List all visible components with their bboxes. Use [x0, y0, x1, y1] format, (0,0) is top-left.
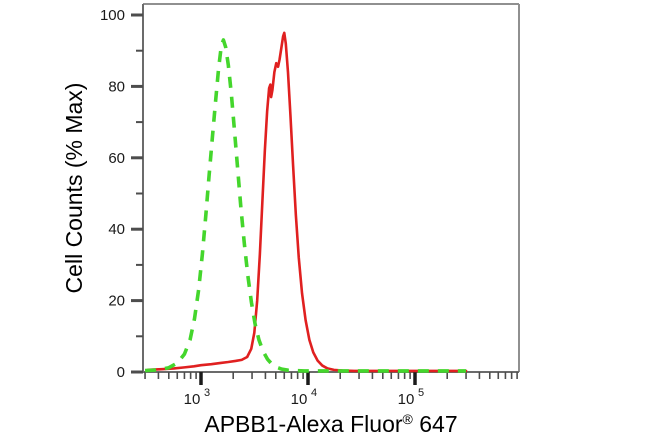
histogram-curves [144, 31, 468, 373]
x-tick-exponent: 5 [418, 387, 424, 399]
y-axis-ticks [131, 13, 143, 374]
x-tick-label: 10 [291, 391, 308, 408]
x-axis-ticks [144, 372, 518, 385]
y-axis-title: Cell Counts (% Max) [61, 83, 87, 294]
y-tick-label: 80 [108, 78, 125, 95]
x-tick-label: 10 [184, 391, 201, 408]
x-axis-title: APBB1-Alexa Fluor® 647 [204, 411, 457, 437]
y-tick-label: 0 [117, 364, 125, 381]
y-tick-label: 60 [108, 150, 125, 167]
curve-control [144, 38, 467, 373]
y-axis-tick-labels: 0 20 40 60 80 100 [100, 7, 125, 381]
x-axis-title-registered: ® [403, 411, 414, 427]
y-tick-label: 40 [108, 221, 125, 238]
x-tick-exponent: 3 [204, 387, 210, 399]
x-axis-title-tail: 647 [413, 411, 458, 437]
x-tick-exponent: 4 [311, 387, 317, 399]
x-tick-label: 10 [398, 391, 415, 408]
x-axis-tick-labels: 10 3 10 4 10 5 [184, 387, 424, 408]
x-axis-title-main: APBB1-Alexa Fluor [204, 411, 402, 437]
y-tick-label: 100 [100, 7, 125, 24]
curve-sample [146, 31, 468, 373]
plot-area-background [143, 4, 519, 372]
y-tick-label: 20 [108, 293, 125, 310]
